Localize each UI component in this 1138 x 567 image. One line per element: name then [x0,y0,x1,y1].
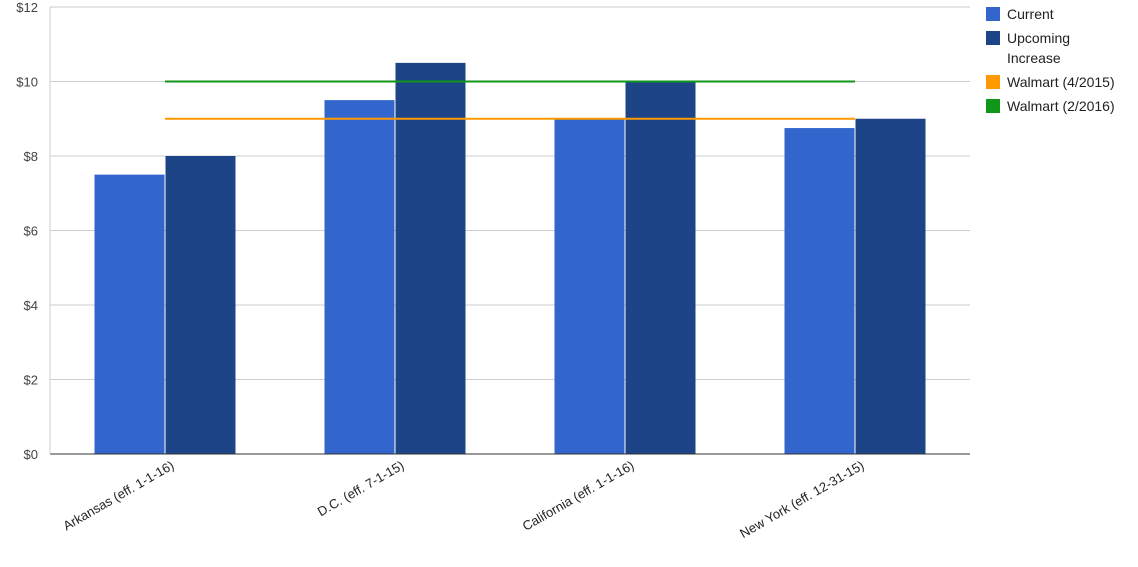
chart-legend: Current Upcoming Increase Walmart (4/2015) W… [986,4,1136,120]
x-tick-label: California (eff. 1-1-16) [520,458,637,534]
legend-swatch [986,31,1000,45]
y-tick-label: $10 [16,75,38,90]
y-tick-label: $12 [16,0,38,15]
legend-item: Current [986,4,1136,24]
legend-swatch [986,7,1000,21]
x-tick-label: Arkansas (eff. 1-1-16) [60,458,176,534]
legend-item: Walmart (2/2016) [986,96,1136,116]
bar [855,118,926,454]
bar [165,156,236,454]
legend-label: Current [1007,4,1054,24]
legend-label-line: Upcoming [1007,30,1071,46]
legend-label: Upcoming Increase [1007,28,1070,68]
legend-item: Upcoming Increase [986,28,1136,68]
legend-swatch [986,75,1000,89]
legend-label: Walmart (4/2015) [1007,72,1115,92]
x-tick-label: New York (eff. 12-31-15) [737,458,866,541]
x-tick-label: D.C. (eff. 7-1-15) [315,458,407,520]
legend-label-line: Walmart (2/2016) [1007,98,1115,114]
y-tick-label: $0 [24,447,38,462]
legend-label: Walmart (2/2016) [1007,96,1115,116]
legend-label-line: Walmart (4/2015) [1007,74,1115,90]
bar [784,128,855,454]
y-tick-label: $2 [24,373,38,388]
legend-label-line: Current [1007,6,1054,22]
y-tick-label: $6 [24,224,38,239]
bar [625,81,696,454]
bar [94,174,165,454]
bar [395,62,466,454]
y-tick-label: $8 [24,149,38,164]
y-tick-label: $4 [24,298,38,313]
legend-item: Walmart (4/2015) [986,72,1136,92]
legend-label-line: Increase [1007,50,1061,66]
bar [324,100,395,454]
bar [554,118,625,454]
legend-swatch [986,99,1000,113]
